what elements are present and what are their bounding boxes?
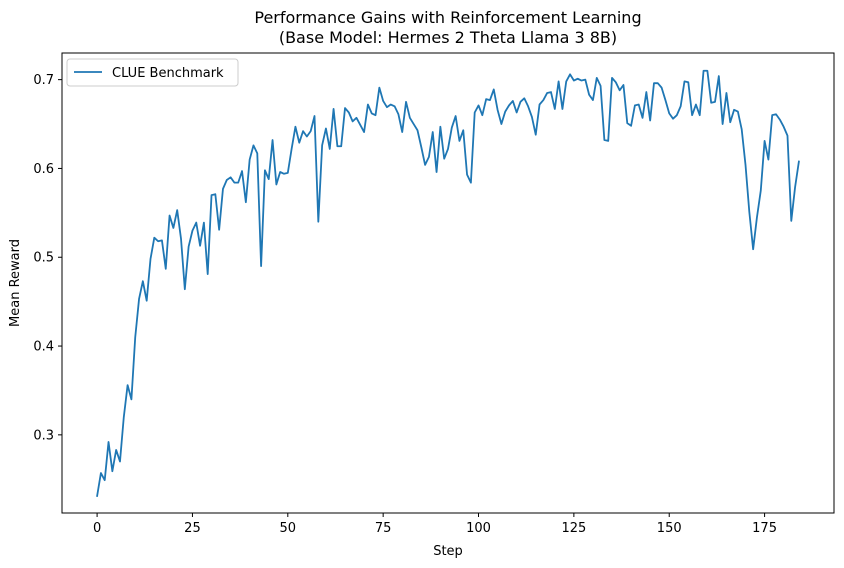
x-tick-label: 100 — [466, 521, 491, 536]
y-tick-label: 0.7 — [33, 73, 54, 88]
plot-area — [96, 69, 800, 498]
y-axis-label: Mean Reward — [8, 239, 23, 327]
chart-title: Performance Gains with Reinforcement Lea… — [254, 8, 641, 27]
chart-subtitle: (Base Model: Hermes 2 Theta Llama 3 8B) — [279, 28, 617, 47]
x-tick-label: 25 — [184, 521, 201, 536]
y-tick-label: 0.6 — [33, 162, 54, 177]
plot-frame — [61, 52, 835, 514]
y-tick-label: 0.4 — [33, 340, 54, 355]
x-tick-label: 150 — [657, 521, 682, 536]
x-axis-label: Step — [433, 544, 463, 559]
x-tick-label: 0 — [93, 521, 101, 536]
x-tick-label: 125 — [561, 521, 586, 536]
y-tick-label: 0.3 — [33, 428, 54, 443]
x-axis-ticks: 0 25 50 75 100 125 150 175 — [93, 513, 777, 536]
legend-label-clue-benchmark: CLUE Benchmark — [112, 66, 224, 81]
x-tick-label: 50 — [280, 521, 297, 536]
legend: CLUE Benchmark — [66, 58, 239, 87]
x-tick-label: 75 — [375, 521, 392, 536]
series-line-clue-benchmark — [96, 69, 800, 498]
x-tick-label: 175 — [752, 521, 777, 536]
y-tick-label: 0.5 — [33, 251, 54, 266]
y-axis-ticks: 0.3 0.4 0.5 0.6 0.7 — [33, 73, 62, 443]
legend-box — [66, 58, 239, 87]
